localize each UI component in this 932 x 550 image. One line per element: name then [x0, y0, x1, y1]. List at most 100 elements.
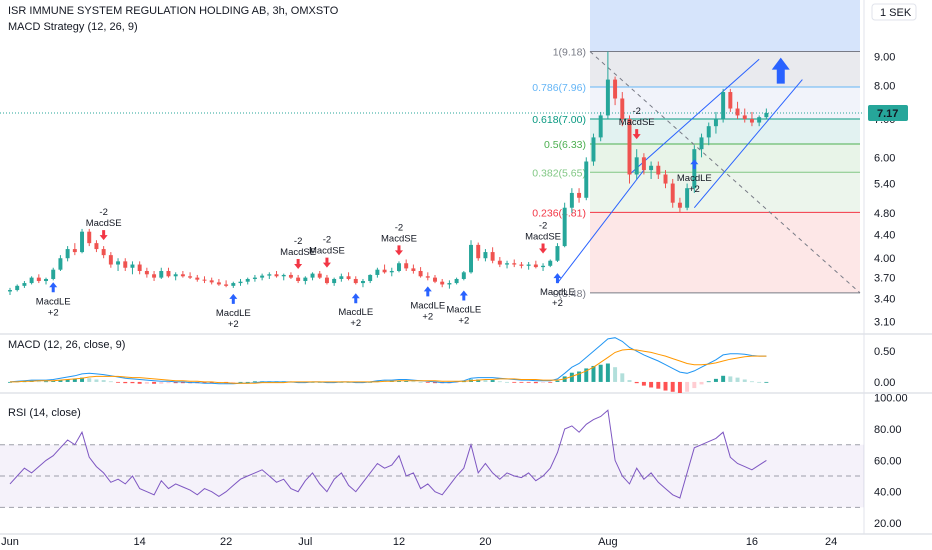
- candle-body: [231, 283, 236, 286]
- short-signal-qty: -2: [99, 207, 107, 218]
- candle-body: [555, 246, 560, 261]
- channel-line-lower[interactable]: [693, 79, 803, 209]
- short-signal-label: MacdSE: [381, 233, 417, 244]
- last-price-badge: 7.17: [868, 105, 908, 121]
- price-axis-tick: 3.70: [874, 273, 895, 285]
- candle-body: [317, 273, 322, 278]
- price-axes[interactable]: 9.008.007.006.005.404.804.404.003.703.40…: [874, 51, 908, 530]
- macd-histogram-bar: [512, 381, 517, 383]
- rsi-line: [9, 409, 767, 499]
- candle-body: [245, 278, 250, 282]
- macd-histogram-bar: [137, 381, 142, 384]
- long-signal-arrow-icon: [49, 282, 58, 293]
- macd-histogram-bar: [144, 381, 149, 384]
- short-signal-qty: -2: [632, 106, 640, 117]
- rsi-legend[interactable]: RSI (14, close): [8, 407, 81, 419]
- candle-body: [389, 270, 394, 273]
- strategy-legend[interactable]: MACD Strategy (12, 26, 9): [8, 21, 138, 33]
- signal-line: [10, 348, 767, 384]
- candle-body: [209, 280, 214, 283]
- macd-histogram-bar: [123, 381, 128, 384]
- fib-zone: [590, 51, 860, 87]
- macd-histogram-bar: [605, 363, 610, 382]
- candle-body: [303, 277, 308, 282]
- candle-body: [685, 188, 690, 208]
- candle-body: [584, 161, 589, 198]
- short-signal-label: MacdSE: [525, 231, 561, 242]
- drawings-layer[interactable]: [557, 57, 803, 284]
- rsi-axis-tick: 60.00: [874, 455, 902, 467]
- candle-body: [202, 279, 207, 281]
- candle-body: [598, 115, 603, 138]
- candle-body: [274, 274, 279, 277]
- macd-histogram-bar: [721, 375, 726, 382]
- macd-histogram-bar: [620, 373, 625, 382]
- macd-histogram-bar: [483, 380, 488, 382]
- time-axis-tick: 14: [134, 536, 146, 548]
- long-signal-label: MacdLE: [677, 173, 712, 184]
- candle-body: [418, 270, 423, 277]
- last-price-badge-box: [868, 105, 908, 121]
- candle-body: [706, 126, 711, 138]
- macd-axis-tick: 0.50: [874, 346, 895, 358]
- candle-body: [411, 268, 416, 271]
- long-signal-arrow-icon: [229, 293, 238, 304]
- long-signal-qty: +2: [689, 184, 700, 195]
- candle-body: [15, 285, 20, 291]
- fib-zone-extension: [590, 0, 860, 52]
- fibonacci-retracement[interactable]: 1(9.18) 0.786(7.96) 0.618(7.00) 0.5(6.33) 0.…: [0, 0, 864, 300]
- channel-line-lower-left[interactable]: [557, 169, 645, 284]
- macd-histogram-bar: [519, 381, 524, 383]
- channel-line-upper[interactable]: [629, 58, 760, 175]
- macd-histogram-bar: [627, 380, 632, 382]
- short-signal-label: MacdSE: [309, 246, 345, 257]
- candle-body: [490, 252, 495, 261]
- long-signal-qty: +2: [552, 298, 563, 309]
- arrow-up-icon[interactable]: [771, 57, 790, 84]
- macd-histogram-bar: [526, 381, 531, 383]
- time-axis-tick: Jul: [298, 536, 312, 548]
- rsi-axis-tick: 20.00: [874, 518, 902, 530]
- candle-body: [130, 264, 135, 268]
- candle-body: [526, 264, 531, 266]
- candle-body: [87, 231, 92, 244]
- macd-histogram-bar: [152, 381, 157, 384]
- currency-label[interactable]: 1 SEK: [871, 3, 917, 21]
- macd-histogram-bar: [245, 381, 250, 383]
- fib-zone: [590, 212, 860, 293]
- macd-histogram-bar: [757, 381, 762, 383]
- candle-body: [152, 274, 157, 278]
- candle-body: [123, 261, 128, 268]
- macd-histogram-bar: [634, 381, 639, 384]
- candle-body: [749, 118, 754, 123]
- macd-histogram-bar: [641, 381, 646, 386]
- candle-body: [397, 263, 401, 271]
- short-signal-arrow-icon: [294, 258, 303, 269]
- macd-histogram-bar: [397, 380, 401, 382]
- macd-histogram-bar: [44, 381, 48, 383]
- candle-body: [541, 265, 546, 268]
- macd-pane: [8, 337, 769, 393]
- candle-body: [742, 115, 747, 119]
- macd-histogram-bar: [649, 381, 654, 388]
- macd-histogram-bar: [231, 381, 236, 383]
- short-signal-qty: -2: [323, 235, 331, 246]
- macd-histogram-bar: [577, 371, 582, 382]
- candle-body: [368, 274, 373, 282]
- macd-legend[interactable]: MACD (12, 26, close, 9): [8, 339, 125, 351]
- candle-body: [8, 290, 12, 292]
- macd-histogram-bar: [598, 364, 603, 382]
- candle-body: [296, 277, 301, 282]
- macd-histogram-bar: [411, 381, 416, 383]
- rsi-axis-tick: 80.00: [874, 424, 902, 436]
- price-axis-tick: 6.00: [874, 152, 895, 164]
- candle-body: [346, 276, 351, 279]
- time-axis[interactable]: Jun 14 22 Jul 12 20 Aug 16 24: [1, 536, 837, 548]
- macd-histogram-bar: [404, 380, 409, 382]
- long-signal-arrow-icon: [423, 286, 432, 297]
- fib-level-label: 0.618(7.00): [532, 114, 586, 126]
- time-axis-tick: 16: [746, 536, 758, 548]
- macd-axis-tick: 0.00: [874, 377, 895, 389]
- price-axis-tick: 5.40: [874, 179, 895, 191]
